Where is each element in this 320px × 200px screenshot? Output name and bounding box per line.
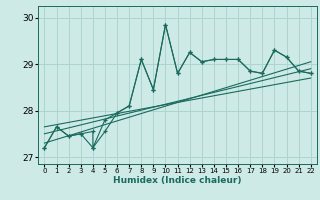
X-axis label: Humidex (Indice chaleur): Humidex (Indice chaleur): [113, 176, 242, 185]
